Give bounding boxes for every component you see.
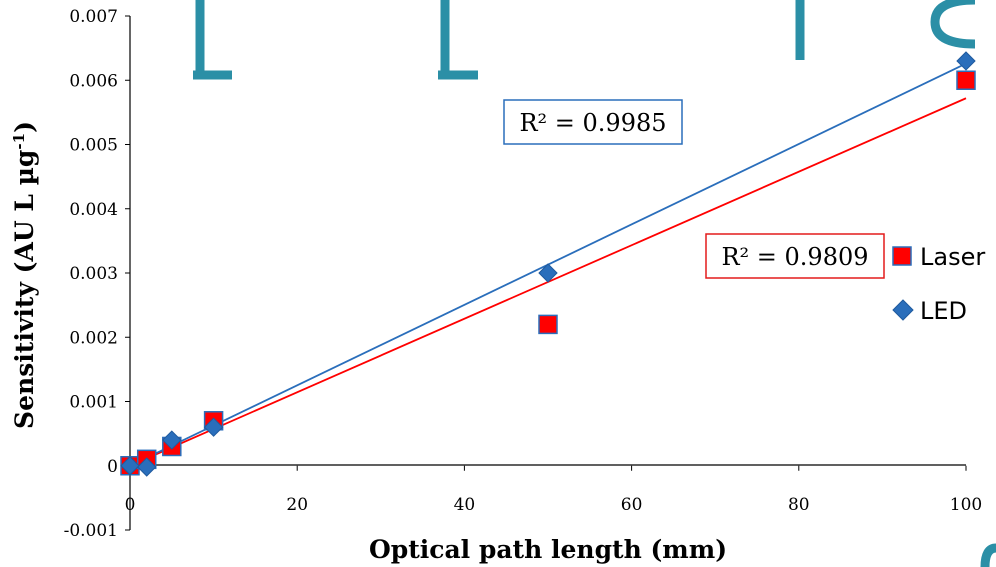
data-points: [120, 51, 976, 477]
data-point-laser: [956, 70, 976, 90]
x-axis-ticks: 0 20 40 60 80 100: [125, 465, 982, 515]
data-point-led: [956, 51, 976, 71]
legend-item-led: LED: [892, 297, 967, 325]
y-axis-title-close: ): [10, 121, 39, 133]
y-tick-label: 0.003: [69, 264, 118, 284]
data-point-led: [538, 263, 558, 283]
legend-item-laser: Laser: [892, 243, 985, 271]
y-axis-title-main: Sensitivity (AU L µg: [10, 150, 39, 429]
legend-label-laser: Laser: [920, 243, 985, 271]
legend: Laser LED: [892, 243, 985, 325]
data-point-led: [203, 417, 224, 437]
y-tick-label: 0.002: [69, 328, 118, 348]
legend-label-led: LED: [920, 297, 967, 325]
y-axis-title: Sensitivity (AU L µg-1): [10, 121, 39, 429]
legend-marker-laser: [892, 246, 912, 266]
r2-text-laser: R² = 0.9809: [721, 243, 868, 271]
x-tick-label: 40: [454, 495, 476, 515]
r2-label-led: R² = 0.9985: [503, 99, 683, 145]
x-axis-title: Optical path length (mm): [369, 535, 727, 564]
x-tick-label: 100: [950, 495, 982, 515]
x-tick-label: 80: [788, 495, 810, 515]
data-point-led: [120, 456, 140, 476]
r2-box-led: [503, 99, 683, 145]
y-tick-label: 0.004: [69, 200, 118, 220]
y-axis-ticks: -0.001 0 0.001 0.002 0.003 0.004 0.005 0.006 0.0…: [64, 7, 130, 541]
y-tick-label: 0.001: [69, 393, 118, 413]
y-tick-label: 0: [107, 457, 118, 477]
x-tick-label: 0: [125, 495, 136, 515]
y-tick-label: 0.006: [69, 71, 118, 91]
data-point-led: [162, 430, 182, 450]
data-point-laser: [538, 314, 558, 335]
legend-marker-led: [892, 299, 914, 321]
data-point-led: [137, 457, 157, 477]
r2-text-led: R² = 0.9985: [519, 109, 666, 137]
x-tick-label: 20: [286, 495, 308, 515]
r2-label-laser: R² = 0.9809: [705, 233, 885, 279]
r2-box-laser: [705, 233, 885, 279]
x-tick-label: 60: [621, 495, 643, 515]
y-tick-label: -0.001: [64, 521, 118, 541]
y-axis-title-superscript: -1: [10, 133, 28, 150]
y-tick-label: 0.007: [69, 7, 118, 27]
y-tick-label: 0.005: [69, 136, 118, 156]
background-decoration: [193, 0, 996, 567]
